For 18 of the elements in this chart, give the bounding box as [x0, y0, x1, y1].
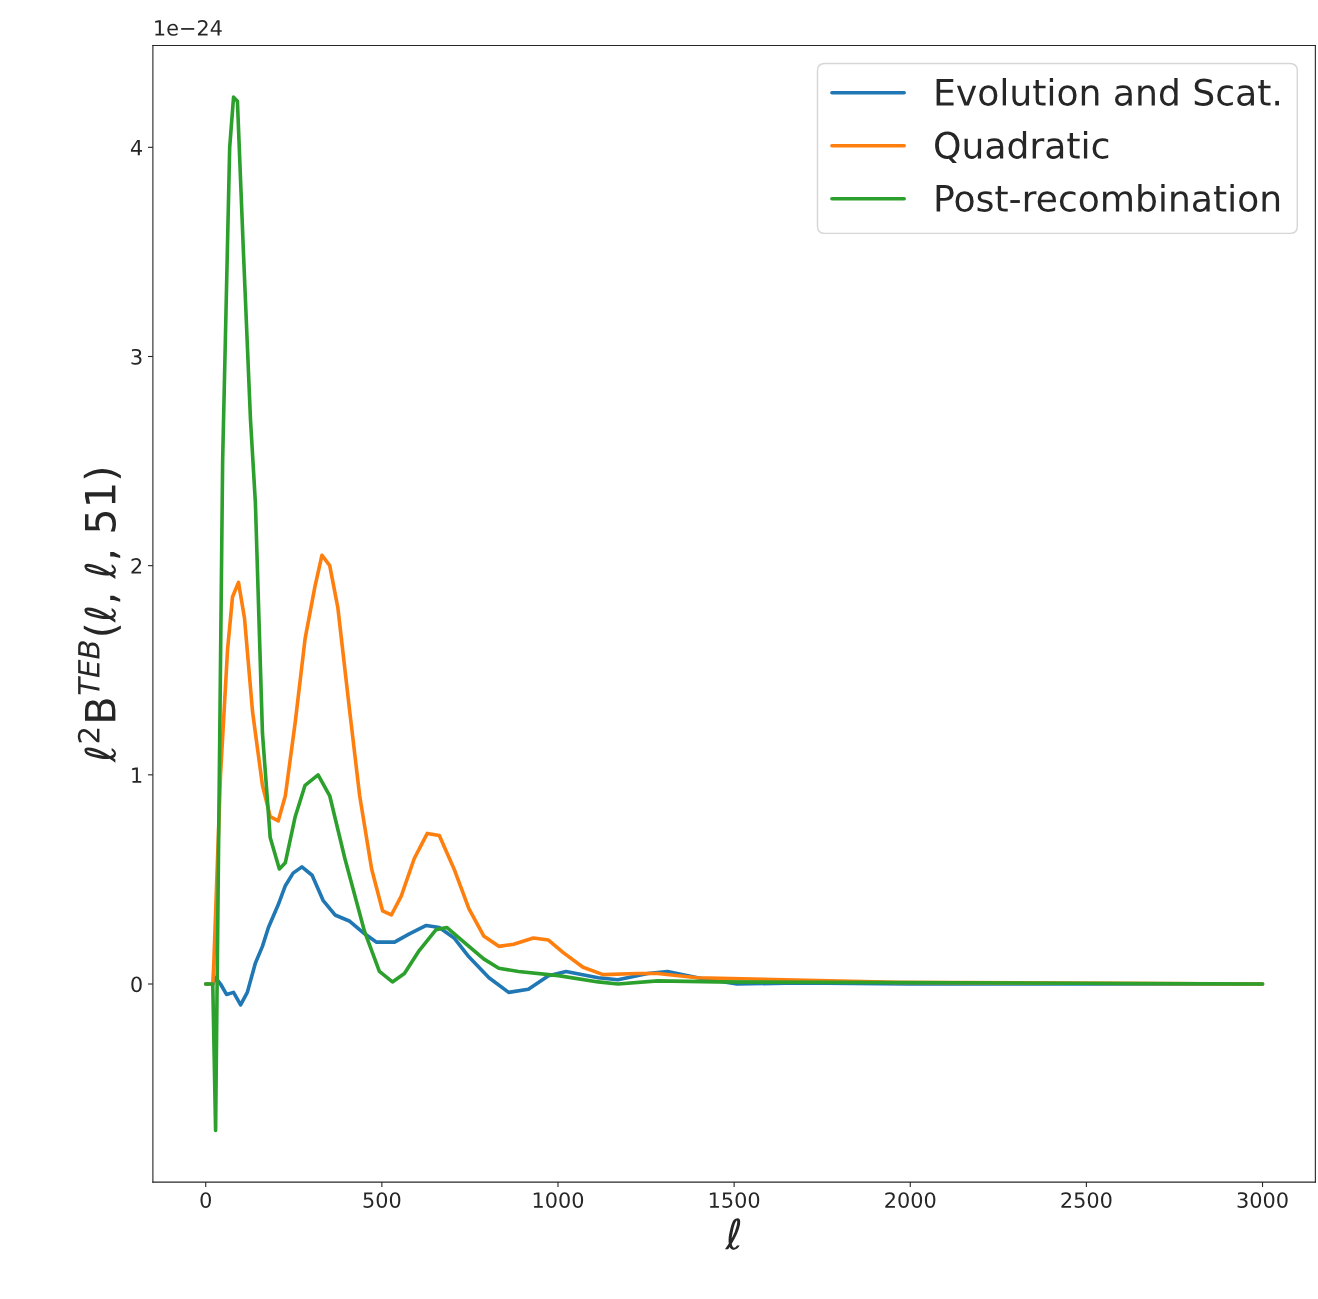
y-tick-label: 3	[131, 348, 142, 365]
x-tick-label: 0	[200, 1192, 211, 1208]
y-axis-title: ℓ$^{2}$B$^{TEB}$(ℓ, ℓ, 51)	[77, 469, 121, 763]
legend-label: Quadratic	[935, 130, 1109, 164]
x-tick-label: 1000	[533, 1192, 584, 1208]
y-tick-label: 2	[131, 558, 142, 574]
y-tick-label: 4	[130, 140, 142, 156]
x-tick-label: 500	[363, 1192, 401, 1208]
legend-label: Evolution and Scat.	[936, 77, 1279, 106]
y-tick-label: 0	[131, 976, 142, 993]
x-tick-label: 3000	[1237, 1192, 1288, 1208]
y-tick-label: 1	[132, 767, 142, 783]
text: 1e−24	[155, 19, 222, 36]
x-axis-title: ℓ	[724, 1218, 741, 1250]
legend-label: Post-recombination	[936, 183, 1280, 212]
x-tick-label: 2000	[885, 1192, 936, 1208]
x-tick-label: 2500	[1061, 1192, 1112, 1208]
x-tick-label: 1500	[709, 1192, 760, 1208]
